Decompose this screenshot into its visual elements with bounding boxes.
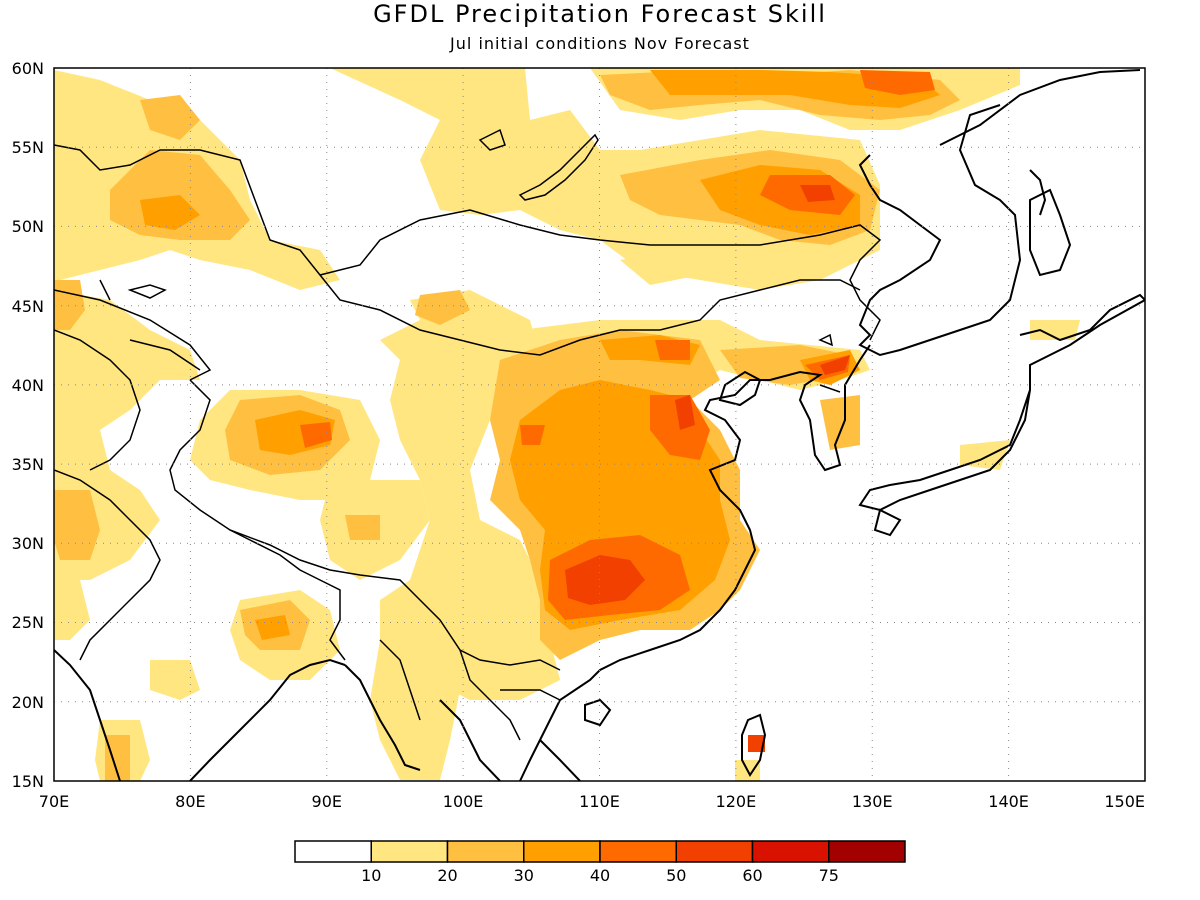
legend-label: 75 <box>819 866 839 885</box>
chart-title: GFDL Precipitation Forecast Skill <box>373 0 827 28</box>
legend-label: 60 <box>742 866 762 885</box>
legend-swatch <box>675 840 754 863</box>
latitude-labels: 15N 20N 25N 30N 35N 40N 45N 50N 55N 60N <box>12 59 44 791</box>
lat-tick-label: 25N <box>12 613 44 632</box>
lakes <box>127 128 834 347</box>
lat-tick-label: 35N <box>12 455 44 474</box>
skill-field <box>54 68 1080 781</box>
legend-swatch <box>370 840 449 863</box>
longitude-labels: 70E 80E 90E 100E 110E 120E 130E 140E 150… <box>39 792 1145 811</box>
legend-swatch <box>599 840 677 863</box>
lon-tick-label: 80E <box>175 792 205 811</box>
lon-tick-label: 70E <box>39 792 69 811</box>
lat-tick-label: 60N <box>12 59 44 78</box>
lat-tick-label: 55N <box>12 138 44 157</box>
legend-label: 20 <box>437 866 457 885</box>
lon-tick-label: 100E <box>443 792 484 811</box>
lat-tick-label: 50N <box>12 217 44 236</box>
skill-shade-50 <box>565 185 850 752</box>
lon-tick-label: 90E <box>312 792 342 811</box>
lon-tick-label: 150E <box>1104 792 1145 811</box>
legend-label: 40 <box>590 866 610 885</box>
lat-tick-label: 20N <box>12 693 44 712</box>
lon-tick-label: 120E <box>716 792 757 811</box>
legend-swatch <box>751 840 830 863</box>
legend-swatch <box>828 840 906 863</box>
legend-label: 30 <box>514 866 534 885</box>
legend-swatch <box>294 840 372 863</box>
coastlines <box>54 69 1145 781</box>
lat-tick-label: 15N <box>12 772 44 791</box>
lon-tick-label: 110E <box>579 792 620 811</box>
lat-tick-label: 40N <box>12 376 44 395</box>
lon-tick-label: 130E <box>852 792 893 811</box>
legend-label: 50 <box>666 866 686 885</box>
lat-tick-label: 30N <box>12 534 44 553</box>
legend-swatch <box>446 840 525 863</box>
lat-tick-label: 45N <box>12 297 44 316</box>
color-legend: 10 20 30 40 50 60 75 <box>294 840 906 885</box>
country-borders <box>54 144 882 741</box>
legend-swatch <box>523 840 601 863</box>
lon-tick-label: 140E <box>988 792 1029 811</box>
chart-subtitle: Jul initial conditions Nov Forecast <box>450 34 750 53</box>
legend-label: 10 <box>361 866 381 885</box>
map-frame <box>53 67 1146 782</box>
